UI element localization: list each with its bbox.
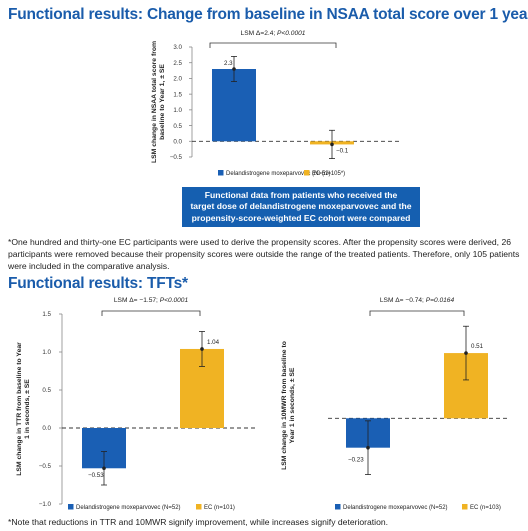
y-tick-label: 1.0	[173, 107, 182, 114]
legend-swatch-ec	[304, 170, 310, 176]
significance-bracket	[101, 310, 201, 316]
mean-point	[330, 142, 334, 147]
mean-point	[232, 67, 236, 71]
y-tick-label: −0.5	[170, 154, 183, 161]
y-tick-label: 2.0	[173, 76, 182, 83]
significance-bracket	[369, 310, 465, 316]
y-axis-label: LSM change in TTR from baseline to Year1…	[16, 342, 31, 476]
y-tick-label: 0.0	[173, 138, 182, 145]
legend-label-ec: EC (n=105*)	[312, 171, 345, 177]
significance-bracket	[209, 42, 337, 48]
nsaa-footnote: *One hundred and thirty-one EC participa…	[8, 237, 520, 271]
y-tick-label: 0.5	[173, 123, 182, 130]
y-tick-label: 1.5	[42, 311, 51, 318]
legend-label-treated: Delandistrogene moxeparvovec (N=52)	[226, 171, 331, 177]
value-label: 2.3	[224, 60, 233, 67]
value-label: 1.04	[207, 339, 220, 346]
legend-label-ec: EC (n=103)	[470, 505, 501, 511]
nsaa-heading: Functional results: Change from baseline…	[8, 6, 528, 23]
callout-line-3: propensity-score-weighted EC cohort were…	[191, 212, 411, 223]
y-tick-label: 3.0	[173, 44, 182, 51]
y-axis-label: LSM change in 10MWR from baseline toYear…	[281, 341, 296, 470]
callout-box: Functional data from patients who receiv…	[182, 187, 420, 227]
callout-line-2: target dose of delandistrogene moxeparvo…	[190, 201, 412, 212]
callout-line-1: Functional data from patients who receiv…	[204, 189, 398, 200]
significance-annotation: LSM Δ= −1.57; P<0.0001	[114, 297, 189, 304]
y-tick-label: 2.5	[173, 60, 182, 67]
significance-annotation: LSM Δ= −0.74; P=0.0164	[380, 297, 455, 304]
legend-swatch-treated	[68, 504, 74, 510]
y-tick-label: −0.5	[39, 463, 52, 470]
y-tick-label: 1.5	[173, 91, 182, 98]
legend-swatch-ec	[462, 504, 468, 510]
value-label: 0.51	[471, 343, 484, 350]
y-tick-label: −1.0	[39, 501, 52, 508]
value-label: −0.53	[88, 472, 104, 479]
y-axis-label: LSM change in NSAA total score frombasel…	[151, 41, 166, 163]
tft-footnote: *Note that reductions in TTR and 10MWR s…	[8, 517, 389, 527]
value-label: −0.1	[336, 147, 349, 154]
tft-heading: Functional results: TFTs*	[8, 275, 188, 292]
y-tick-label: 0.0	[42, 425, 51, 432]
mean-point	[366, 445, 370, 450]
significance-annotation: LSM Δ=2.4; P<0.0001	[241, 30, 306, 37]
legend-swatch-treated	[218, 170, 224, 176]
mean-point	[102, 466, 106, 471]
nsaa-chart: 3.0 2.5 2.0 1.5 1.0 0.5 0.0 −0.5 LSM change in N…	[151, 30, 400, 177]
mean-point	[464, 351, 468, 355]
legend-label-treated: Delandistrogene moxeparvovec (N=52)	[76, 505, 181, 511]
legend-label-treated: Delandistrogene moxeparvovec (N=52)	[343, 505, 448, 511]
mean-point	[200, 347, 204, 351]
y-tick-label: 0.5	[42, 387, 51, 394]
legend-label-ec: EC (n=101)	[204, 505, 235, 511]
y-tick-label: 1.0	[42, 349, 51, 356]
legend-swatch-treated	[335, 504, 341, 510]
value-label: −0.23	[348, 457, 364, 464]
legend-swatch-ec	[196, 504, 202, 510]
